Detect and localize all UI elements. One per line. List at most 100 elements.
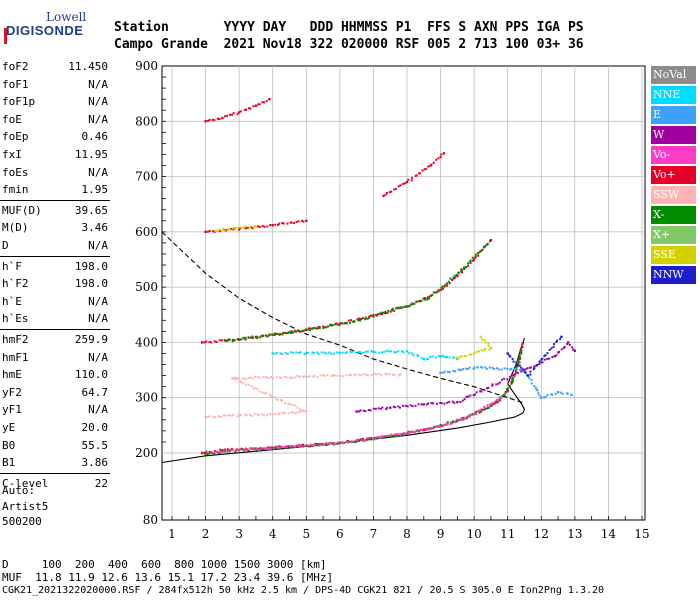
echo-point — [408, 305, 411, 308]
param-value: 198.0 — [74, 277, 108, 291]
echo-point — [447, 280, 450, 283]
echo-point — [484, 245, 487, 248]
echo-point — [345, 374, 348, 377]
echo-point — [244, 226, 248, 230]
echo-point — [302, 375, 305, 378]
echo-point — [249, 447, 252, 450]
y-tick-label: 700 — [135, 170, 158, 184]
param-value: 1.95 — [81, 183, 109, 197]
echo-point — [364, 350, 367, 353]
echo-point — [465, 395, 468, 398]
echo-point — [552, 343, 555, 346]
param-value: N/A — [88, 165, 108, 179]
echo-point — [370, 350, 373, 353]
echo-point — [213, 340, 216, 343]
echo-point — [386, 406, 389, 409]
echo-point — [309, 327, 312, 330]
echo-point — [247, 449, 250, 452]
echo-point — [381, 406, 384, 409]
echo-point — [439, 425, 442, 428]
echo-point — [295, 351, 298, 354]
echo-point — [256, 335, 259, 338]
echo-point — [305, 351, 308, 355]
echo-point — [236, 415, 239, 418]
echo-point — [295, 220, 298, 223]
echo-point — [308, 375, 311, 378]
legend-item: NNE — [651, 86, 696, 104]
echo-point — [479, 390, 482, 393]
echo-point — [214, 416, 217, 419]
echo-point — [265, 100, 268, 103]
param-value: 55.5 — [81, 438, 109, 452]
echo-point — [256, 387, 259, 390]
echo-point — [541, 357, 544, 360]
echo-point — [472, 352, 476, 355]
echo-point — [397, 185, 400, 188]
echo-point — [503, 393, 506, 397]
echo-point — [373, 437, 376, 440]
echo-point — [245, 414, 248, 417]
echo-point — [514, 371, 517, 374]
echo-point — [285, 376, 288, 379]
x-tick-label: 2 — [202, 527, 210, 541]
param-row: fxI 11.95 — [0, 146, 110, 164]
echo-point — [269, 333, 272, 336]
echo-point — [290, 445, 293, 448]
echo-point — [249, 336, 252, 339]
echo-point — [234, 450, 237, 453]
echo-point — [255, 337, 258, 340]
echo-point — [278, 445, 281, 448]
echo-point — [463, 417, 466, 420]
echo-point — [280, 376, 283, 379]
echo-point — [478, 250, 481, 253]
echo-point — [275, 397, 278, 400]
echo-point — [422, 297, 425, 300]
echo-point — [517, 361, 520, 364]
echo-point — [341, 351, 344, 354]
echo-point — [269, 393, 272, 396]
param-row: B0 55.5 — [0, 437, 110, 455]
echo-point — [491, 383, 494, 386]
legend-item: E — [651, 106, 696, 124]
echo-point — [259, 336, 262, 339]
echo-point — [224, 450, 227, 453]
echo-point — [276, 333, 279, 336]
echo-point — [506, 367, 509, 370]
model-curve — [161, 383, 526, 464]
echo-point — [514, 373, 517, 376]
echo-point — [402, 404, 405, 407]
echo-point — [439, 355, 442, 358]
echo-point — [521, 346, 524, 349]
param-row: hmF2 259.9 — [0, 331, 110, 349]
echo-point — [207, 230, 210, 233]
echo-point — [372, 313, 375, 316]
echo-point — [274, 332, 277, 335]
echo-point — [571, 346, 574, 349]
echo-point — [449, 423, 452, 426]
echo-point — [397, 374, 400, 377]
echo-point — [405, 180, 409, 184]
echo-point — [214, 229, 217, 232]
echo-point — [436, 402, 439, 405]
echo-point — [365, 373, 368, 377]
echo-point — [228, 338, 231, 341]
echo-point — [446, 421, 449, 424]
echo-point — [225, 414, 228, 417]
echo-point — [294, 412, 297, 415]
echo-point — [339, 374, 342, 377]
echo-point — [297, 220, 300, 223]
echo-point — [348, 373, 351, 376]
param-value: 259.9 — [74, 333, 108, 346]
echo-point — [414, 404, 417, 407]
echo-point — [247, 226, 250, 229]
echo-point — [300, 219, 303, 222]
auto-label: Auto: — [2, 484, 36, 497]
echo-point — [269, 223, 272, 226]
echo-point — [271, 376, 274, 379]
echo-point — [370, 437, 373, 440]
param-key: foEs — [2, 165, 29, 179]
echo-point — [406, 305, 409, 308]
echo-point — [204, 415, 207, 419]
echo-point — [260, 334, 263, 337]
